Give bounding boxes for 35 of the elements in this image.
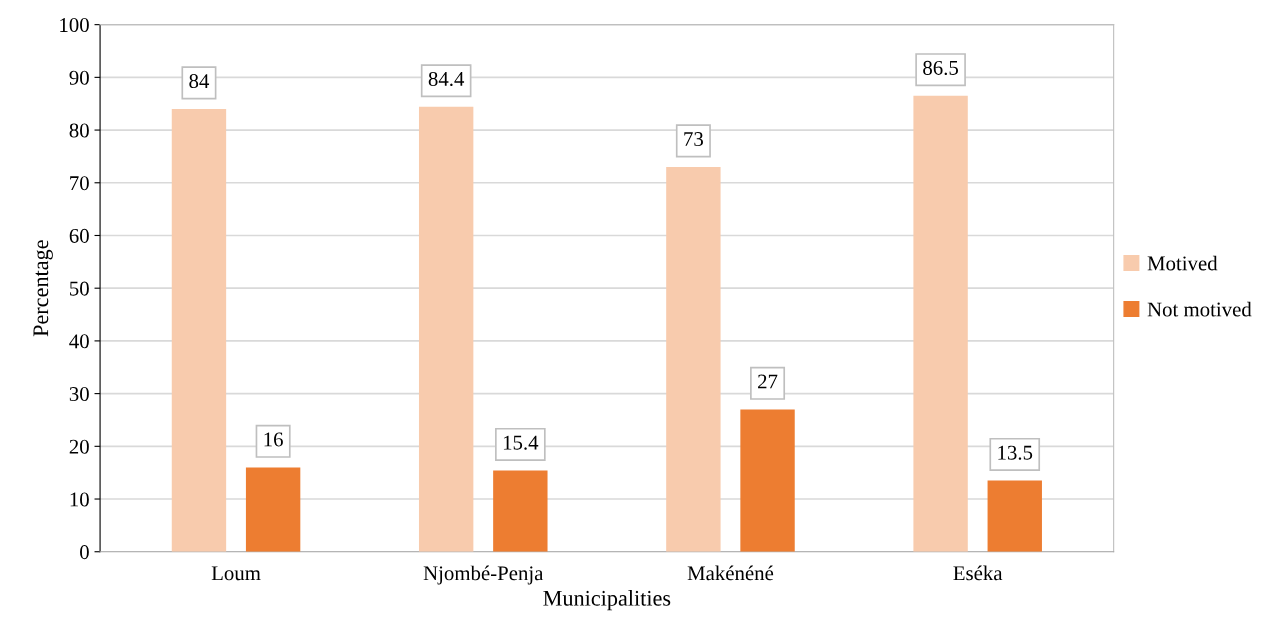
y-tick-label: 10 <box>70 492 89 507</box>
y-axis-title: Percentage <box>33 240 53 337</box>
x-tick-label: Loum <box>211 566 261 581</box>
x-axis-title: Municipalities <box>543 590 671 611</box>
data-label: 27 <box>758 374 778 389</box>
bar <box>171 108 227 552</box>
x-tick-label: Makénéné <box>687 565 774 581</box>
bar <box>913 95 968 552</box>
data-label: 86.5 <box>923 60 959 75</box>
bar <box>987 480 1042 552</box>
y-tick-label: 30 <box>69 386 89 402</box>
x-tick-label: Eséka <box>953 565 1003 581</box>
data-label: 16 <box>264 432 283 447</box>
y-tick-label: 0 <box>80 545 89 560</box>
bar <box>740 409 795 552</box>
y-tick-label: 40 <box>69 334 89 349</box>
data-label: 84.4 <box>428 71 465 87</box>
y-tick-label: 100 <box>60 18 89 33</box>
y-tick-label: 90 <box>69 70 89 85</box>
bar <box>245 467 301 552</box>
y-tick-label: 80 <box>69 123 89 138</box>
y-tick-label: 70 <box>70 176 89 191</box>
data-label: 73 <box>684 132 703 147</box>
legend-label: Not motived <box>1147 301 1252 317</box>
data-label: 15.4 <box>503 435 539 450</box>
bar <box>666 166 721 552</box>
data-label: 13.5 <box>998 445 1033 460</box>
y-tick-label: 60 <box>69 228 89 243</box>
data-label: 84 <box>189 74 210 89</box>
legend-label: Motived <box>1147 255 1218 271</box>
y-tick-label: 20 <box>69 439 89 454</box>
bar <box>418 106 474 552</box>
x-tick-label: Njombé-Penja <box>423 565 544 585</box>
y-tick-label: 50 <box>70 281 89 296</box>
bar <box>493 470 548 552</box>
